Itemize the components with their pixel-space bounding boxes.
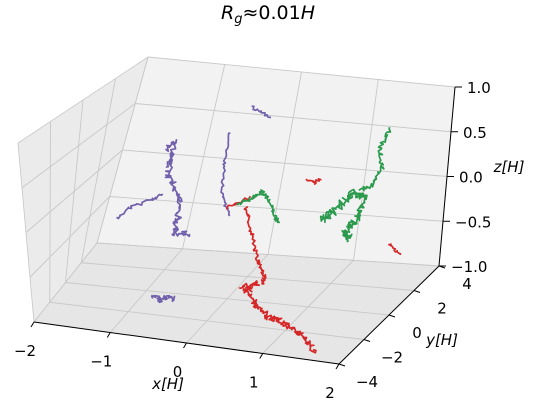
y-tick-label: 4 [462,275,472,293]
grid-left-y [96,56,149,244]
y-tick-mark [388,314,396,318]
pane-back [96,56,456,267]
grid-floor-y [96,242,440,267]
trajectory-purple [220,132,231,217]
trajectory-red [238,282,253,293]
grid-back-x [353,79,379,261]
x-tick-label: −1 [90,353,112,371]
x-tick-label: −2 [14,342,36,360]
grid-floor-x [262,259,354,354]
trajectory-red [242,280,317,354]
trajectory-green [358,127,392,192]
y-axis-label: y[H] [425,331,458,349]
grid-back-z [122,149,448,177]
grid-left-z [21,103,136,189]
x-tick-label: 0 [173,363,183,381]
grid-left-z [17,56,149,144]
trajectory-red [305,178,322,185]
trajectory-green [319,188,368,243]
grid-back-z [135,103,452,133]
chart-title: Rg≈0.01H [221,2,315,27]
x-tick-mark [30,321,35,328]
z-tick-label: 0.0 [459,169,483,187]
trajectory-purple [164,138,178,168]
y-tick-label: −2 [381,349,403,367]
y-tick-label: 2 [437,300,447,318]
y-tick-mark [363,339,371,342]
grid-floor-y [81,262,415,291]
y-tick-label: −4 [356,373,378,391]
z-tick-label: −1.0 [451,258,487,276]
x-tick-label: 2 [325,384,335,400]
z-tick-label: 1.0 [467,79,491,97]
x-axis-label: x[H] [151,375,184,393]
trajectory-green [236,189,280,224]
z-tick-label: 0.5 [463,124,487,142]
x-tick-mark [335,363,340,370]
x-tick-label: 1 [249,374,259,392]
x-tick-mark [183,342,187,349]
grid-left-y [80,78,116,263]
x-tick-mark [259,353,264,359]
grid-left-z [25,149,123,233]
grid-back-z [147,56,456,88]
x-tick-mark [106,332,111,338]
y-tick-label: 0 [412,324,422,342]
z-tick-label: −0.5 [455,213,491,231]
z-axis-label: z[H] [493,158,525,176]
y-tick-mark [413,290,421,293]
trajectory-red [243,205,267,285]
trajectory-purple [164,157,191,238]
trajectory-purple [251,105,272,119]
grid-floor-y [65,282,390,316]
trajectory-purple [150,294,176,304]
trajectory-red [387,243,402,256]
y-tick-mark [338,363,346,367]
trajectory-purple [116,193,164,220]
